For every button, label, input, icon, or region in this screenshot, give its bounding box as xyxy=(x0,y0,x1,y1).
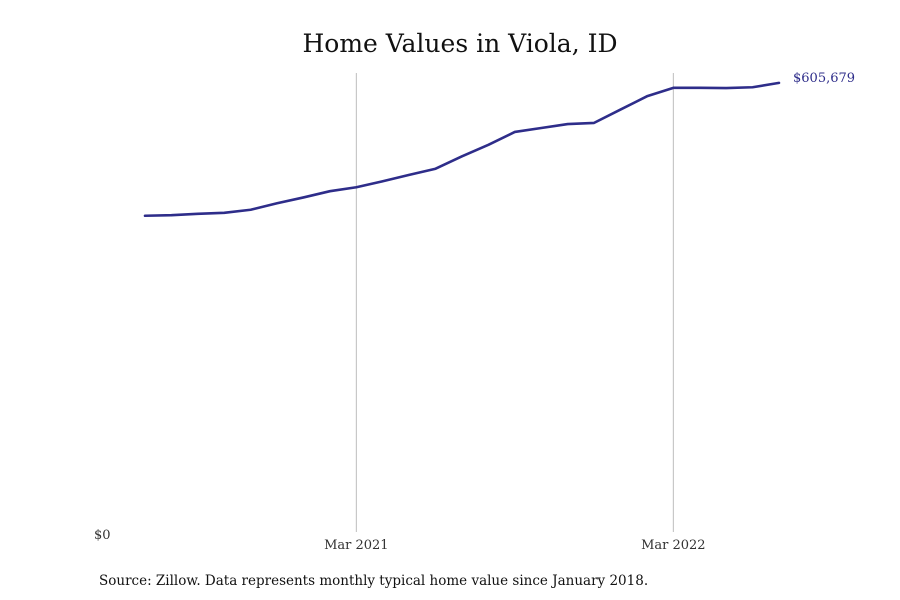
source-note: Source: Zillow. Data represents monthly … xyxy=(99,573,648,589)
series-layer xyxy=(143,81,781,218)
end-value-label: $605,679 xyxy=(793,71,855,86)
x-tick-label-0: Mar 2021 xyxy=(324,538,389,553)
axis-labels: Mar 2021 Mar 2022 $0 $605,679 xyxy=(94,71,855,553)
x-tick-label-1: Mar 2022 xyxy=(641,538,706,553)
y-tick-label-0: $0 xyxy=(94,528,111,543)
chart-title: Home Values in Viola, ID xyxy=(302,29,617,58)
series-line xyxy=(143,81,781,218)
gridlines xyxy=(355,73,674,532)
